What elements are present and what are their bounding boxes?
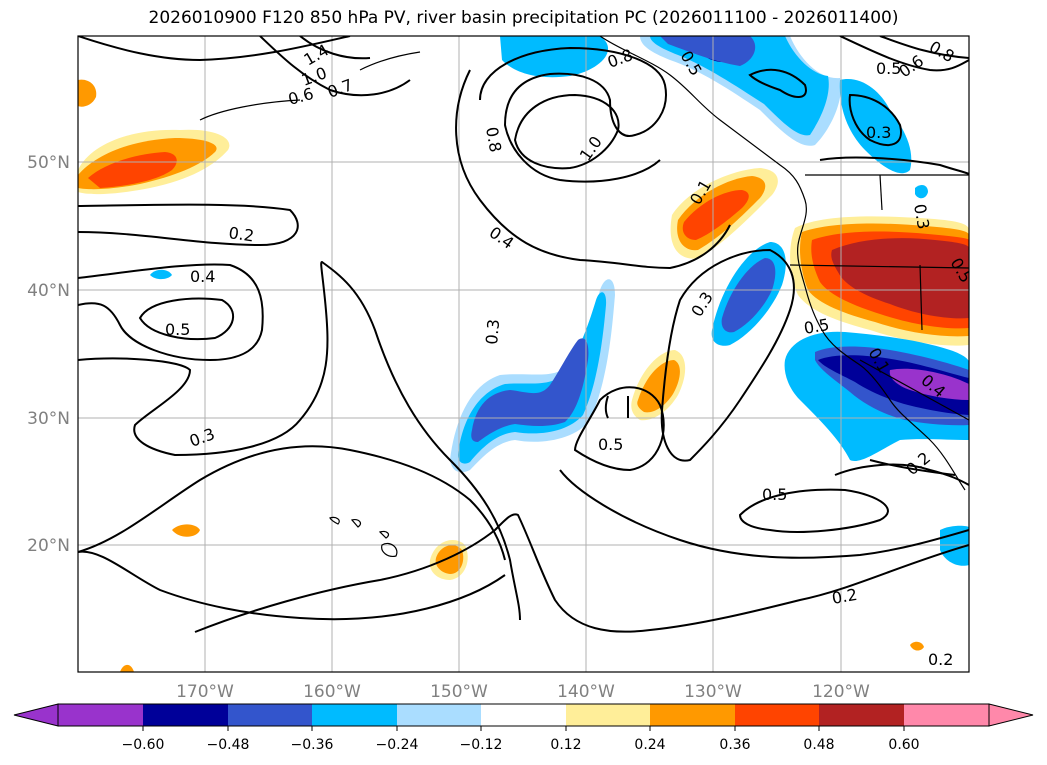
lat-label: 30°N [27, 409, 70, 429]
anomaly-region [915, 184, 928, 199]
coastlines [199, 36, 969, 557]
lat-label: 50°N [27, 153, 70, 173]
lon-label: 150°W [430, 682, 488, 702]
longitude-labels: 170°W 160°W 150°W 140°W 130°W 120°W [176, 682, 870, 702]
colorbar-tick-label: 0.24 [634, 737, 665, 753]
anomaly-region [78, 79, 97, 107]
contour-label: 0.4 [190, 267, 215, 286]
lon-label: 120°W [812, 682, 870, 702]
contour-label: 0.3 [866, 123, 891, 142]
map-title: 2026010900 F120 850 hPa PV, river basin … [148, 8, 899, 28]
contour-label: 0.5 [165, 320, 190, 339]
colorbar-tick-label: −0.48 [207, 737, 250, 753]
contour-label: 0.5 [762, 485, 787, 504]
contour-label: 0.2 [227, 223, 255, 245]
colorbar-bin [143, 704, 228, 726]
colorbar: −0.60 −0.48 −0.36 −0.24 −0.12 0.12 0.24 … [13, 703, 1034, 753]
colorbar-tick-label: −0.36 [291, 737, 334, 753]
lon-label: 130°W [684, 682, 742, 702]
anomaly-region [721, 258, 776, 333]
anomaly-region [839, 79, 912, 174]
lat-label: 40°N [27, 281, 70, 301]
colorbar-bin [904, 704, 989, 726]
colorbar-bin [566, 704, 650, 726]
colorbar-tick-label: 0.48 [803, 737, 834, 753]
contour-label: 0.2 [830, 585, 858, 608]
contour-label: 0.5 [802, 315, 830, 338]
colorbar-tick-label: 0.36 [719, 737, 750, 753]
anomaly-region [471, 338, 589, 442]
lon-label: 140°W [557, 682, 615, 702]
anomaly-region [650, 36, 829, 136]
contour-label: 0.5 [598, 435, 623, 454]
colorbar-tick-label: 0.60 [888, 737, 919, 753]
colorbar-extend-high [988, 703, 1034, 727]
contour-label: 0.8 [482, 125, 505, 153]
map-frame [77, 35, 970, 673]
colorbar-extend-low [13, 703, 59, 727]
colorbar-tick-label: −0.24 [376, 737, 419, 753]
colorbar-bin [228, 704, 312, 726]
colorbar-bin [819, 704, 904, 726]
colorbar-bin [650, 704, 735, 726]
anomaly-region [889, 368, 969, 400]
graticule [78, 36, 969, 672]
colorbar-bin [481, 704, 566, 726]
anomaly-region [831, 238, 969, 319]
lon-label: 170°W [176, 682, 234, 702]
colorbar-tick-label: −0.12 [460, 737, 503, 753]
colorbar-bin [397, 704, 481, 726]
contour-label: 0.5 [876, 59, 901, 78]
anomaly-region [435, 545, 464, 574]
precip-shading [78, 36, 969, 672]
colorbar-tick-label: −0.60 [122, 737, 165, 753]
lat-label: 20°N [27, 536, 70, 556]
anomaly-region [150, 269, 172, 280]
anomaly-region [88, 152, 177, 188]
anomaly-region [682, 190, 749, 240]
anomaly-region [637, 360, 680, 413]
contour-label: 0.3 [482, 318, 503, 345]
colorbar-bin [312, 704, 397, 726]
lon-label: 160°W [303, 682, 361, 702]
latitude-labels: 50°N 40°N 30°N 20°N [27, 153, 70, 556]
contour-label: 0.3 [910, 202, 933, 230]
anomaly-region [120, 664, 134, 672]
colorbar-bin [58, 704, 143, 726]
anomaly-region [910, 641, 924, 651]
anomaly-region [172, 524, 200, 537]
colorbar-bin [735, 704, 819, 726]
anomaly-region [660, 36, 756, 66]
pv-contours [78, 36, 969, 633]
anomaly-region [500, 36, 609, 78]
contour-label: 0.2 [928, 650, 953, 669]
colorbar-tick-label: 0.12 [550, 737, 581, 753]
map-plot-area: 1.0 0.8 0.4 0.2 0.4 0.5 0.3 0.3 0.3 0.5 … [78, 36, 969, 672]
anomaly-region [818, 355, 969, 415]
